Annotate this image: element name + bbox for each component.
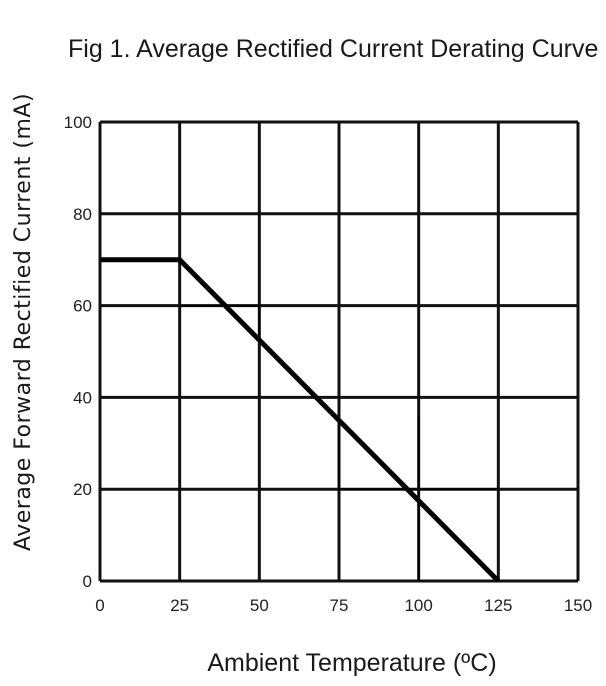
grid [98, 120, 580, 583]
x-tick-label: 50 [250, 596, 269, 615]
x-axis-label: Ambient Temperature (ºC) [207, 649, 496, 677]
x-tick-label: 75 [330, 596, 349, 615]
y-tick-labels: 0 20 40 60 80 100 [64, 113, 92, 591]
x-tick-label: 100 [404, 596, 432, 615]
x-tick-label: 150 [564, 596, 592, 615]
reference-line [179, 304, 261, 341]
y-tick-label: 80 [73, 205, 92, 224]
y-tick-label: 60 [73, 297, 92, 316]
derating-curve [100, 257, 501, 583]
chart-title: Fig 1. Average Rectified Current Deratin… [68, 35, 598, 63]
reference-line [338, 420, 499, 490]
x-tick-label: 125 [484, 596, 512, 615]
x-tick-label: 0 [95, 596, 104, 615]
y-tick-label: 0 [83, 572, 92, 591]
y-tick-label: 20 [73, 480, 92, 499]
y-tick-label: 40 [73, 388, 92, 407]
derating-curve-group [100, 257, 501, 583]
y-tick-label: 100 [64, 113, 92, 132]
x-tick-label: 25 [170, 596, 189, 615]
x-tick-labels: 0 25 50 75 100 125 150 [95, 596, 592, 615]
y-axis-label: Average Forward Rectified Current (mA) [11, 93, 36, 551]
